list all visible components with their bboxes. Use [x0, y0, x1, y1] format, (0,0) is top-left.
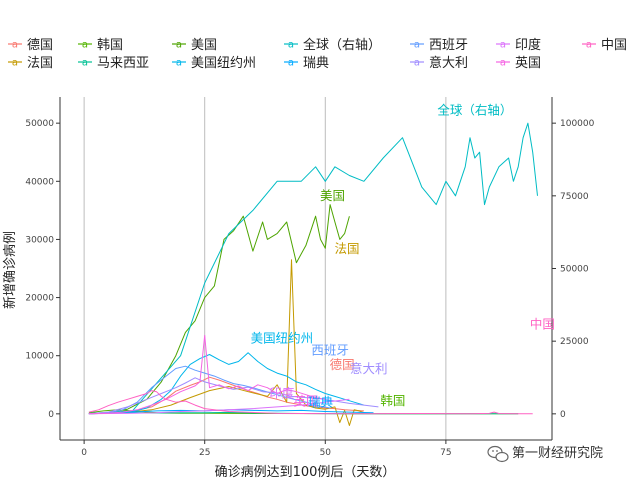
legend-item-5: a 美国纽约州 — [172, 56, 256, 71]
legend-label-1: 法国 — [27, 56, 53, 71]
wechat-icon — [487, 445, 509, 463]
x-tick-label-2: 50 — [320, 448, 332, 458]
legend-label-3: 马来西亚 — [97, 56, 149, 71]
series-11-line — [88, 334, 326, 415]
legend-label-12: 中国 — [601, 38, 627, 53]
ticks: 0 25 50 75 0 10000 20000 30000 40000 50000 0 25000 5… — [25, 119, 594, 458]
legend-item-8: a 西班牙 — [410, 38, 468, 53]
series-1-line — [88, 259, 365, 426]
y-tick-label-2: 20000 — [25, 294, 54, 304]
y-tick-label-3: 30000 — [25, 235, 54, 245]
legend-label-4: 美国 — [191, 38, 217, 53]
x-axis-title: 确诊病例达到100例后（天数） — [215, 465, 396, 480]
legend-key-glyph-6: a — [288, 40, 294, 51]
legend-key-glyph-2: a — [82, 40, 88, 51]
legend-label-5: 美国纽约州 — [191, 56, 256, 71]
legend-label-10: 印度 — [515, 37, 541, 53]
legend-item-7: a 瑞典 — [284, 56, 329, 71]
series-label-7: 意大利 — [350, 361, 388, 376]
legend-item-4: a 美国 — [172, 38, 217, 53]
plot-area: 0 25 50 75 0 10000 20000 30000 40000 50000 0 25000 5… — [25, 97, 595, 458]
series-label-11: 瑞典 — [308, 394, 333, 409]
series-label-0: 全球（右轴） — [437, 102, 512, 117]
gridlines — [83, 97, 447, 440]
legend-key-glyph-11: a — [500, 58, 506, 69]
legend-key-glyph-0: a — [12, 40, 18, 51]
legend-label-6: 全球（右轴） — [303, 37, 381, 53]
watermark: 第一财经研究院 — [487, 445, 603, 463]
series-label-2: 法国 — [334, 241, 359, 256]
legend-item-2: a 韩国 — [78, 38, 123, 53]
legend-key-glyph-9: a — [414, 58, 420, 69]
x-tick-label-0: 0 — [81, 448, 87, 458]
y-tick-label-4: 40000 — [25, 177, 54, 187]
series-12-line — [88, 390, 533, 415]
series-lines — [88, 122, 538, 426]
legend: a 德国 a 法国 a 韩国 a 马来西亚 a 美国 a 美国纽约州 a 全球（右轴） a 瑞典 a 西班牙 a 意大… — [8, 37, 627, 71]
y-tick-label-1: 10000 — [25, 352, 54, 362]
legend-item-3: a 马来西亚 — [78, 56, 149, 71]
y2-tick-label-3: 75000 — [560, 192, 589, 202]
legend-key-glyph-8: a — [414, 40, 420, 51]
legend-key-glyph-1: a — [12, 58, 18, 69]
x-tick-label-1: 25 — [199, 448, 210, 458]
x-tick-label-3: 75 — [440, 448, 451, 458]
legend-item-1: a 法国 — [8, 56, 53, 71]
legend-label-2: 韩国 — [97, 38, 123, 53]
series-label-4: 美国纽约州 — [251, 330, 314, 345]
series-label-6: 德国 — [330, 357, 355, 372]
watermark-text: 第一财经研究院 — [512, 446, 603, 461]
axes — [59, 97, 553, 441]
y-axis-title: 新增确诊病例 — [2, 231, 18, 309]
legend-item-0: a 德国 — [8, 38, 53, 53]
series-label-8: 印度 — [269, 386, 295, 401]
legend-key-glyph-3: a — [82, 58, 88, 69]
series-label-3: 中国 — [530, 316, 555, 331]
series-label-5: 西班牙 — [311, 343, 349, 358]
legend-item-11: a 英国 — [496, 56, 541, 71]
legend-key-glyph-7: a — [288, 58, 294, 69]
series-4-line — [88, 204, 350, 414]
series-9-line — [88, 377, 379, 415]
y-tick-label-5: 50000 — [25, 119, 54, 129]
series-6-line — [88, 122, 538, 414]
legend-label-0: 德国 — [27, 38, 53, 53]
legend-item-10: a 印度 — [496, 37, 541, 53]
series-label-9: 韩国 — [380, 393, 405, 408]
y-tick-label-0: 0 — [48, 410, 54, 420]
series-8-line — [88, 365, 331, 415]
legend-label-8: 西班牙 — [429, 38, 468, 53]
legend-key-glyph-12: a — [586, 40, 592, 51]
legend-key-glyph-5: a — [176, 58, 182, 69]
y2-tick-label-0: 0 — [560, 410, 566, 420]
legend-item-6: a 全球（右轴） — [284, 37, 381, 53]
legend-label-7: 瑞典 — [303, 56, 329, 71]
y2-tick-label-2: 50000 — [560, 265, 589, 275]
legend-label-11: 英国 — [515, 56, 541, 71]
legend-label-9: 意大利 — [429, 55, 468, 71]
series-label-1: 美国 — [320, 188, 345, 203]
series-label-10: 英国 — [293, 394, 318, 409]
legend-item-12: a 中国 — [582, 38, 627, 53]
y2-tick-label-4: 100000 — [560, 119, 595, 129]
y2-tick-label-1: 25000 — [560, 337, 589, 347]
legend-item-9: a 意大利 — [410, 55, 468, 71]
legend-key-glyph-10: a — [500, 40, 506, 51]
legend-key-glyph-4: a — [176, 40, 182, 51]
